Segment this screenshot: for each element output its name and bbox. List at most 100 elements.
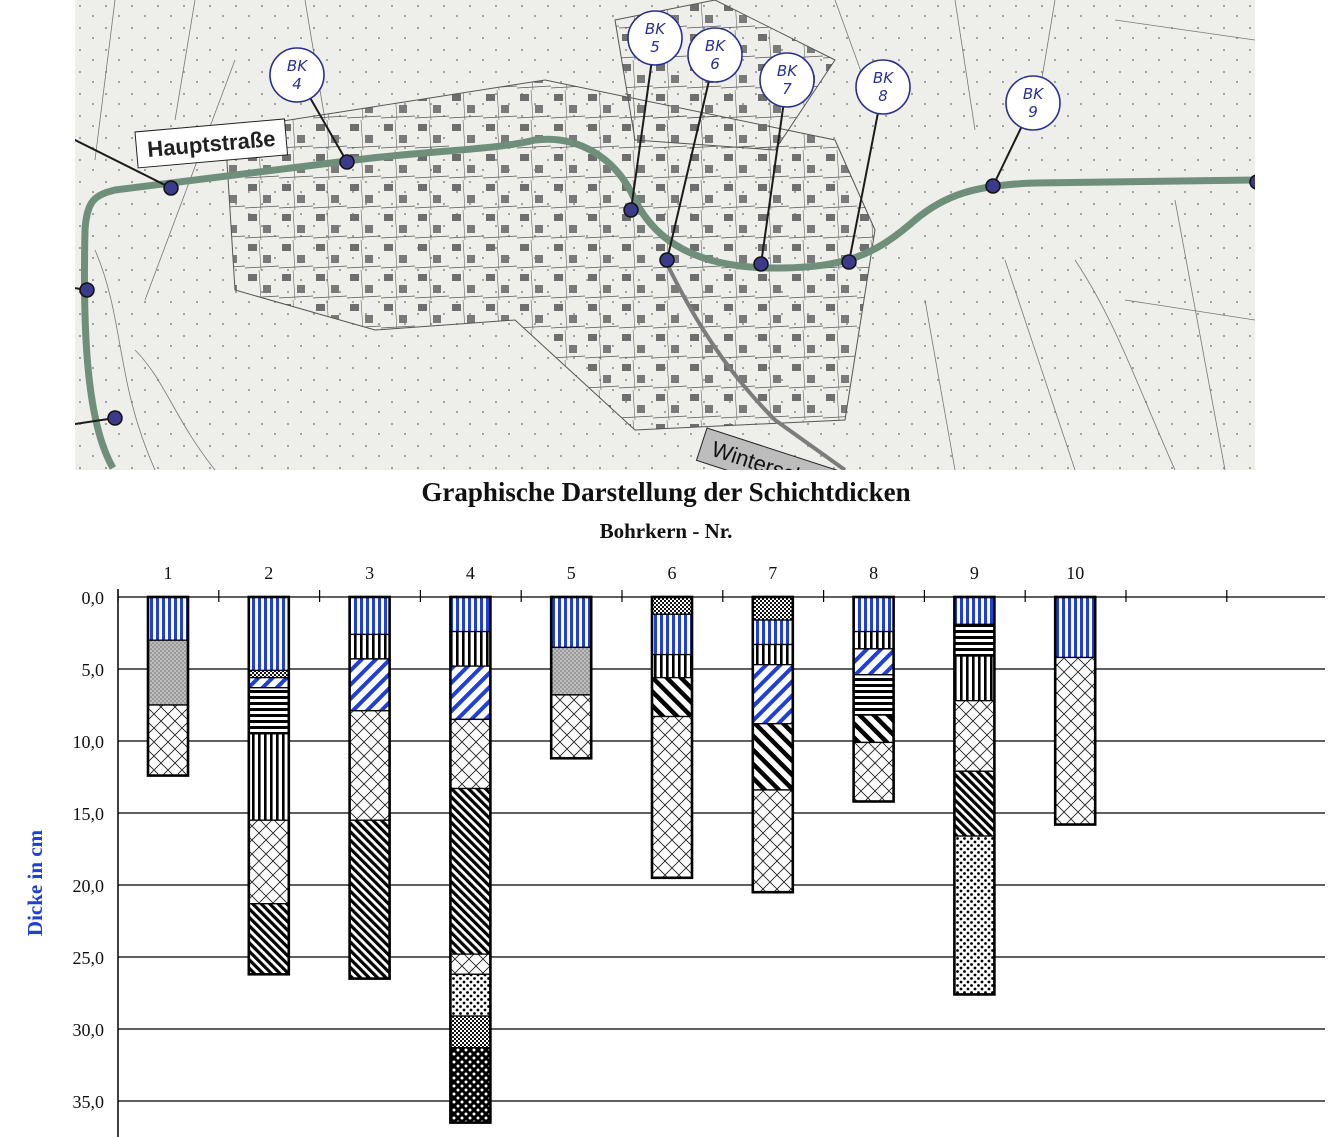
marker-leader-line (75, 417, 116, 426)
marker-circle (627, 10, 683, 66)
layer-lattice (348, 710, 391, 821)
core-bar-7 (751, 595, 795, 894)
layer-lattice (248, 819, 290, 905)
marker-label-number: 4 (292, 75, 302, 93)
core-bar-8 (852, 595, 895, 803)
layer-lattice (953, 700, 996, 772)
category-label: 1 (164, 563, 173, 583)
layer-gray-dots (147, 639, 189, 706)
layer-gray-dots (550, 646, 592, 696)
layer-lattice (852, 741, 895, 803)
drill-marker-8: BK8 (841, 59, 911, 270)
layer-horizontal (248, 687, 290, 735)
category-label: 9 (970, 563, 979, 583)
y-tick-label: 0,0 (82, 588, 105, 608)
core-bar-1 (146, 595, 190, 777)
layer-lattice (752, 789, 794, 893)
y-tick-label: 25,0 (73, 948, 105, 968)
drill-marker-10: BK10 (1249, 174, 1255, 190)
marker-label-prefix: BK (645, 20, 666, 38)
layer-fine-dots (449, 1015, 492, 1049)
marker-label-number: 6 (710, 55, 720, 73)
layer-diagonal-dense (953, 770, 996, 837)
layer-diagonal-wide (651, 676, 693, 718)
category-label: 2 (264, 563, 273, 583)
layer-vertical-lines (348, 633, 391, 660)
drill-marker-4: BK4 (269, 47, 355, 170)
y-tick-label: 5,0 (82, 660, 105, 680)
marker-circle (855, 59, 911, 115)
layer-fine-dots (248, 669, 290, 679)
marker-dot (985, 178, 1001, 194)
layer-vertical-lines (852, 630, 895, 650)
layer-blue-vertical (1054, 596, 1096, 659)
core-outline (751, 595, 795, 894)
marker-dot (107, 410, 123, 426)
core-bar-10 (1053, 595, 1097, 826)
layer-lattice (651, 715, 693, 879)
core-bar-9 (953, 595, 996, 996)
marker-label-prefix: BK (873, 69, 894, 87)
layer-horizontal (852, 674, 895, 716)
village-map: Hauptstraße Winterscheid BK1BK2BK3BK4BK5… (75, 0, 1255, 470)
marker-circle (1005, 75, 1061, 131)
marker-leader-line (75, 138, 172, 189)
layer-vertical-lines (752, 643, 794, 666)
core-outline (650, 595, 694, 880)
marker-leader-line (666, 54, 716, 261)
drill-marker-9: BK9 (985, 75, 1061, 194)
category-label: 6 (668, 563, 677, 583)
layer-lattice (449, 718, 492, 790)
layer-blue-vertical (953, 596, 996, 626)
core-outline (348, 595, 391, 980)
chart-title: Graphische Darstellung der Schichtdicken (421, 477, 911, 507)
layer-blue-diagonal (248, 676, 290, 689)
layer-diagonal-dense (348, 819, 391, 980)
layer-fine-dots (651, 596, 693, 615)
grid-lines (118, 596, 1325, 1102)
y-axis-title: Dicke in cm (23, 829, 47, 936)
core-outline (247, 595, 291, 976)
marker-leader-line (630, 37, 656, 211)
road-secondary (663, 259, 847, 470)
layer-blue-vertical (550, 596, 592, 649)
marker-dot (659, 252, 675, 268)
marker-label-number: 8 (878, 87, 888, 105)
marker-dot (753, 256, 769, 272)
category-label: 10 (1066, 563, 1084, 583)
layer-blue-vertical (449, 596, 492, 633)
marker-circle (759, 52, 815, 108)
layer-blue-diagonal (449, 665, 492, 721)
layer-checker (449, 1047, 492, 1124)
layer-diagonal-dense (449, 787, 492, 955)
core-outline (146, 595, 190, 777)
marker-label-prefix: BK (287, 57, 308, 75)
y-tick-label: 10,0 (73, 732, 105, 752)
core-outline (449, 595, 492, 1124)
drill-marker-2: BK2 (75, 282, 95, 298)
marker-leader-line (75, 287, 88, 291)
marker-label-prefix: BK (1023, 85, 1044, 103)
core-bar-3 (348, 595, 391, 980)
marker-label-number: 5 (650, 38, 660, 56)
layer-vertical-lines (651, 653, 693, 679)
category-label: 5 (567, 563, 576, 583)
layer-lattice (1054, 656, 1096, 826)
marker-label-number: 7 (782, 80, 792, 98)
category-label: 4 (466, 563, 475, 583)
layer-coarse-dots (449, 973, 492, 1017)
layer-diagonal-wide (752, 723, 794, 791)
category-label: 7 (768, 563, 777, 583)
layer-coarse-dots (953, 835, 996, 996)
layer-blue-vertical (651, 613, 693, 656)
layer-diagonal-dense (248, 903, 290, 975)
marker-label-prefix: BK (777, 62, 798, 80)
marker-dot (841, 254, 857, 270)
core-outline (852, 595, 895, 803)
marker-circle (269, 47, 325, 103)
layer-lattice (449, 953, 492, 975)
layer-blue-vertical (248, 596, 290, 672)
drill-marker-3: BK3 (75, 138, 179, 196)
category-label: 3 (365, 563, 374, 583)
layer-blue-vertical (852, 596, 895, 633)
